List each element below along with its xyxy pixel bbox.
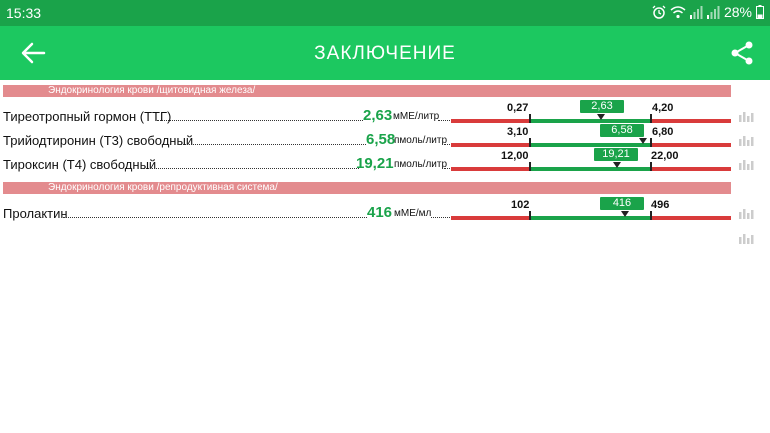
bar-chart-icon[interactable] — [739, 232, 755, 244]
dotted-leader — [438, 120, 450, 121]
high-limit-label: 6,80 — [652, 126, 674, 138]
low-limit-tick — [529, 138, 531, 147]
result-badge: 19,21 — [594, 148, 638, 161]
range-scale: 3,10 6,80 6,58 — [451, 124, 731, 152]
status-bar: 15:33 28% — [0, 0, 770, 26]
normal-range-bar — [530, 143, 652, 147]
dotted-leader — [431, 217, 450, 218]
normal-range-bar — [530, 119, 652, 123]
app-bar: ЗАКЛЮЧЕНИЕ — [0, 26, 770, 80]
normal-range-bar — [530, 216, 652, 220]
page-title: ЗАКЛЮЧЕНИЕ — [314, 43, 456, 64]
dotted-leader — [444, 144, 450, 145]
low-limit-label: 102 — [511, 199, 530, 211]
battery-percent: 28% — [723, 4, 752, 20]
range-scale: 0,27 4,20 2,63 — [451, 100, 731, 128]
test-value: 19,21 — [356, 155, 394, 172]
dotted-leader — [444, 168, 450, 169]
result-marker — [613, 162, 621, 168]
high-limit-tick — [650, 162, 652, 171]
table-row[interactable]: Трийодтиронин (Т3) свободный 6,58 пмоль/… — [0, 124, 770, 152]
test-unit: мМЕ/мл — [394, 208, 432, 219]
result-marker — [639, 138, 647, 144]
high-limit-label: 4,20 — [652, 102, 674, 114]
test-value: 2,63 — [363, 107, 393, 124]
battery-icon — [756, 5, 764, 19]
low-limit-label: 12,00 — [501, 150, 529, 162]
high-limit-label: 22,00 — [651, 150, 679, 162]
test-value: 416 — [367, 204, 393, 221]
status-time: 15:33 — [6, 5, 42, 21]
low-limit-tick — [529, 162, 531, 171]
low-limit-label: 0,27 — [507, 102, 529, 114]
dotted-leader — [63, 217, 367, 218]
low-limit-tick — [529, 211, 531, 220]
section-header-reproductive: Эндокринология крови /репродуктивная сис… — [3, 182, 731, 194]
arrow-left-icon[interactable] — [20, 41, 46, 65]
bar-chart-icon[interactable] — [739, 134, 755, 146]
test-unit: пмоль/литр — [394, 159, 448, 170]
signal-icon-2 — [706, 6, 720, 19]
section-header-label: Эндокринология крови /щитовидная железа/ — [48, 85, 256, 96]
table-row[interactable]: Тироксин (Т4) свободный 19,21 пмоль/литр… — [0, 148, 770, 176]
table-row[interactable]: Тиреотропный гормон (ТТГ) 2,63 мМЕ/литр … — [0, 100, 770, 128]
bar-chart-icon[interactable] — [739, 110, 755, 122]
low-limit-tick — [529, 114, 531, 123]
low-limit-label: 3,10 — [507, 126, 529, 138]
high-limit-tick — [650, 138, 652, 147]
section-header-label: Эндокринология крови /репродуктивная сис… — [48, 182, 278, 193]
test-name: Пролактин — [3, 206, 68, 221]
bar-chart-icon[interactable] — [739, 158, 755, 170]
section-header-thyroid: Эндокринология крови /щитовидная железа/ — [3, 85, 731, 97]
high-limit-label: 496 — [651, 199, 670, 211]
result-badge: 2,63 — [580, 100, 624, 113]
test-name: Тиреотропный гормон (ТТГ) — [3, 109, 172, 124]
dotted-leader — [178, 144, 366, 145]
high-limit-tick — [650, 114, 652, 123]
test-value: 6,58 — [366, 131, 396, 148]
wifi-icon — [670, 6, 686, 19]
signal-icon — [689, 6, 703, 19]
dotted-leader — [157, 120, 363, 121]
share-icon[interactable] — [730, 40, 754, 66]
normal-range-bar — [530, 167, 652, 171]
table-row[interactable]: Пролактин 416 мМЕ/мл 102 496 416 — [0, 197, 770, 225]
alarm-icon — [652, 5, 666, 19]
bar-chart-icon[interactable] — [739, 207, 755, 219]
result-badge: 6,58 — [600, 124, 644, 137]
range-scale: 12,00 22,00 19,21 — [451, 148, 731, 176]
test-name: Трийодтиронин (Т3) свободный — [3, 133, 194, 148]
test-unit: пмоль/литр — [394, 135, 448, 146]
test-unit: мМЕ/литр — [393, 111, 440, 122]
range-scale: 102 496 416 — [451, 197, 731, 225]
dotted-leader — [143, 168, 359, 169]
result-marker — [597, 114, 605, 120]
result-marker — [621, 211, 629, 217]
test-name: Тироксин (Т4) свободный — [3, 157, 157, 172]
high-limit-tick — [650, 211, 652, 220]
status-icons: 28% — [652, 4, 764, 20]
result-badge: 416 — [600, 197, 644, 210]
